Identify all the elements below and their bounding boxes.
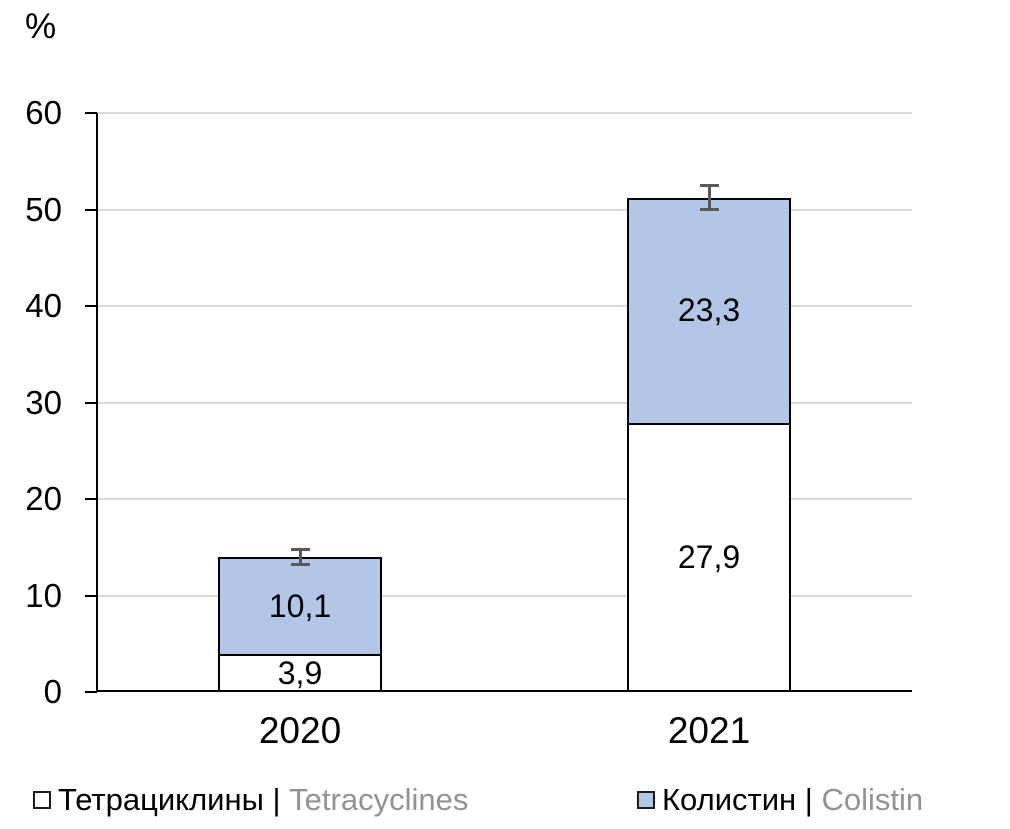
gridline <box>97 594 912 597</box>
gridline <box>97 208 912 211</box>
legend-item-tetracyclines: Тетрациклины | Tetracyclines <box>33 783 468 817</box>
error-bar-cap-bottom <box>699 208 719 212</box>
error-bar-line <box>298 549 302 565</box>
y-tick-mark <box>85 498 97 500</box>
legend-separator: | <box>263 782 290 817</box>
legend-label-en: Tetracyclines <box>289 782 469 817</box>
legend-label-en: Colistin <box>821 782 924 817</box>
y-tick-mark <box>85 208 97 211</box>
y-axis-unit-label: % <box>25 7 57 46</box>
y-tick-mark <box>85 112 97 114</box>
bar-value-label: 10,1 <box>268 587 332 624</box>
y-tick-label: 60 <box>25 94 62 131</box>
tetracyclines-swatch-icon <box>33 791 51 809</box>
gridline <box>97 112 912 114</box>
y-tick-mark <box>85 691 97 693</box>
y-axis-line <box>96 113 98 692</box>
gridline <box>97 401 912 404</box>
y-tick-label: 0 <box>43 673 62 710</box>
x-tick-label: 2021 <box>667 710 751 751</box>
y-tick-label: 50 <box>25 190 62 228</box>
legend-separator: | <box>796 782 822 817</box>
y-tick-mark <box>85 594 97 597</box>
x-axis-line <box>96 690 912 692</box>
y-tick-mark <box>85 401 97 404</box>
gridline <box>97 498 912 500</box>
y-tick-label: 30 <box>25 383 62 421</box>
colistin-swatch-icon <box>637 791 655 809</box>
error-bar-cap-top <box>699 184 719 188</box>
y-tick-mark <box>85 305 97 307</box>
error-bar-cap-bottom <box>290 562 310 566</box>
x-tick-label: 2020 <box>258 710 342 751</box>
bar-value-label: 3,9 <box>277 655 323 692</box>
error-bar-line <box>707 185 711 211</box>
gridline <box>97 305 912 307</box>
legend-label-ru: Колистин <box>662 782 797 817</box>
y-tick-label: 20 <box>25 480 62 517</box>
y-tick-label: 40 <box>25 287 62 324</box>
legend-item-colistin: Колистин | Colistin <box>637 783 923 817</box>
error-bar-cap-top <box>290 548 310 552</box>
y-tick-label: 10 <box>25 576 62 614</box>
bar-value-label: 23,3 <box>677 292 741 329</box>
legend-label-ru: Тетрациклины <box>58 782 264 817</box>
bar-value-label: 27,9 <box>677 539 741 576</box>
bar-segment-tetracyclines <box>627 422 791 692</box>
bar-segment-colistin <box>627 197 791 425</box>
